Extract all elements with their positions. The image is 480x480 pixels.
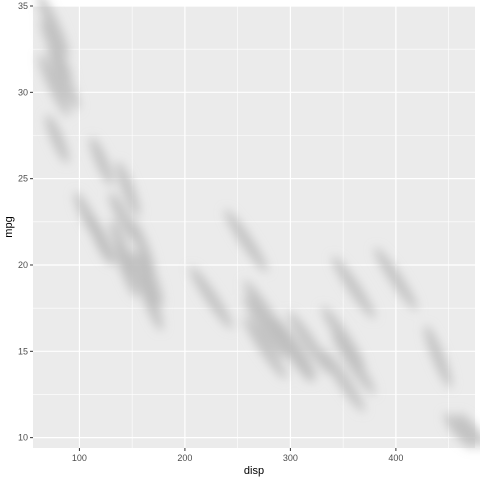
data-point — [87, 216, 116, 266]
data-point — [139, 251, 164, 307]
x-tick-label: 300 — [283, 453, 298, 463]
data-point — [224, 209, 268, 273]
y-tick-label: 30 — [18, 87, 28, 97]
data-points — [37, 0, 480, 449]
data-point — [243, 295, 287, 359]
data-point — [332, 256, 376, 319]
y-axis-ticks: 10 15 20 25 30 35 — [18, 1, 33, 443]
data-point — [189, 266, 233, 330]
data-point — [115, 161, 140, 217]
data-point — [47, 47, 80, 110]
x-tick-label: 200 — [177, 453, 192, 463]
y-axis-title: mpg — [3, 216, 15, 237]
y-tick-label: 20 — [18, 260, 28, 270]
major-grid-lines — [33, 5, 475, 448]
plot-panel — [33, 6, 475, 448]
y-tick-label: 10 — [18, 433, 28, 443]
x-tick-label: 100 — [72, 453, 87, 463]
data-point — [38, 54, 70, 117]
x-tick-label: 400 — [388, 453, 403, 463]
data-point — [45, 114, 70, 164]
data-point — [89, 137, 114, 186]
x-axis-ticks: 100 200 300 400 — [72, 448, 403, 463]
data-point — [443, 413, 475, 449]
y-tick-label: 15 — [18, 346, 28, 356]
y-tick-label: 35 — [18, 1, 28, 11]
data-point — [332, 332, 376, 395]
data-point — [243, 316, 287, 380]
y-tick-label: 25 — [18, 174, 28, 184]
x-axis-title: disp — [244, 465, 264, 477]
data-point — [374, 247, 418, 311]
data-point — [108, 192, 137, 241]
data-point — [321, 349, 365, 412]
data-point — [424, 325, 452, 388]
data-point — [321, 306, 365, 369]
data-point — [287, 311, 332, 374]
data-point — [114, 242, 139, 298]
data-point — [139, 275, 164, 331]
data-point — [37, 0, 69, 57]
data-point — [269, 320, 314, 383]
